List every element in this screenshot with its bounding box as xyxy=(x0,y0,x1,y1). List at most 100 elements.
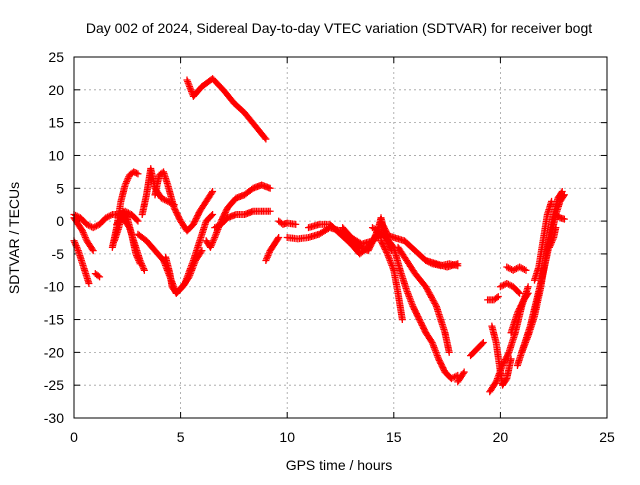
series-track-ah xyxy=(545,224,560,251)
data-point xyxy=(162,197,170,205)
series-track-u xyxy=(377,237,406,324)
series-track-y xyxy=(467,339,487,360)
data-point xyxy=(89,224,97,232)
data-point xyxy=(515,288,523,296)
plot-frame xyxy=(73,56,608,419)
data-point xyxy=(85,279,93,287)
data-point xyxy=(512,265,520,273)
data-point xyxy=(266,184,274,192)
data-point xyxy=(88,245,96,253)
y-tick-label: 15 xyxy=(48,115,64,131)
data-point xyxy=(83,220,91,228)
data-point xyxy=(429,296,437,304)
series-track-h xyxy=(138,165,178,219)
data-point xyxy=(383,248,391,256)
data-point xyxy=(423,286,431,294)
data-point xyxy=(504,280,512,288)
data-point xyxy=(425,289,433,297)
data-point xyxy=(509,266,517,274)
data-point xyxy=(427,259,435,267)
series-track-o xyxy=(262,234,283,264)
data-point xyxy=(89,247,97,255)
data-point xyxy=(105,212,113,220)
data-point xyxy=(211,224,219,232)
data-point xyxy=(459,369,467,377)
data-point xyxy=(265,250,273,258)
data-point xyxy=(209,211,217,219)
series-track-p xyxy=(275,217,300,228)
data-point xyxy=(121,181,129,189)
data-point xyxy=(96,273,104,281)
data-point xyxy=(262,135,270,143)
data-point xyxy=(214,222,222,230)
data-point xyxy=(548,237,556,245)
data-point xyxy=(94,272,102,280)
data-point xyxy=(428,293,436,301)
series-track-ai xyxy=(552,211,568,223)
grid-lines xyxy=(74,57,607,418)
y-axis-label: SDTVAR / TECUs xyxy=(6,182,22,294)
data-point xyxy=(208,189,216,197)
data-point xyxy=(135,258,143,266)
data-point xyxy=(80,230,88,238)
data-point xyxy=(503,263,511,271)
data-point xyxy=(79,227,87,235)
data-point xyxy=(157,194,165,202)
data-point xyxy=(133,253,141,261)
data-point xyxy=(123,176,131,184)
data-point xyxy=(134,170,142,178)
data-point xyxy=(549,235,557,243)
data-point xyxy=(140,266,148,274)
data-point xyxy=(198,247,206,255)
y-tick-label: 20 xyxy=(48,82,64,98)
series-track-z xyxy=(484,293,502,304)
data-point xyxy=(422,283,430,291)
series-track-ad xyxy=(503,263,530,274)
series-track-t xyxy=(368,224,462,383)
series-track-aj xyxy=(531,197,556,284)
data-point xyxy=(445,348,453,356)
y-tick-label: -10 xyxy=(44,279,64,295)
data-point xyxy=(557,189,565,197)
data-point xyxy=(428,295,436,303)
data-point xyxy=(133,252,141,260)
data-point xyxy=(79,229,87,237)
data-point xyxy=(263,253,271,261)
data-point xyxy=(184,274,192,282)
data-point xyxy=(427,292,435,300)
data-point xyxy=(161,196,169,204)
data-point xyxy=(491,379,499,387)
data-point xyxy=(523,291,531,299)
data-point xyxy=(266,207,274,215)
data-point xyxy=(454,262,462,270)
x-tick-label: 10 xyxy=(279,429,295,445)
data-point xyxy=(209,237,217,245)
series-track-d xyxy=(91,270,104,281)
data-point xyxy=(135,256,143,264)
data-point xyxy=(493,294,501,302)
data-point xyxy=(506,281,514,289)
data-point xyxy=(209,238,217,246)
data-point xyxy=(498,282,506,290)
data-point xyxy=(494,293,502,301)
data-point xyxy=(122,179,130,187)
series-track-v xyxy=(394,243,453,356)
data-points xyxy=(70,75,568,396)
data-point xyxy=(504,264,512,272)
data-point xyxy=(262,256,270,264)
data-point xyxy=(84,221,92,229)
data-point xyxy=(74,245,82,253)
y-tick-label: 5 xyxy=(56,180,64,196)
series-track-k xyxy=(162,247,206,297)
data-point xyxy=(81,234,89,241)
data-point xyxy=(503,279,511,287)
data-point xyxy=(134,217,142,225)
data-point xyxy=(208,240,216,248)
axis-ticks: 0 5 10 15 20 25 -30 -25 -20 -15 -10 -5 0 5 10 15 20 25 xyxy=(44,49,615,445)
series-track-x xyxy=(454,368,468,386)
data-point xyxy=(123,178,131,186)
data-point xyxy=(516,289,524,297)
data-point xyxy=(102,214,110,222)
